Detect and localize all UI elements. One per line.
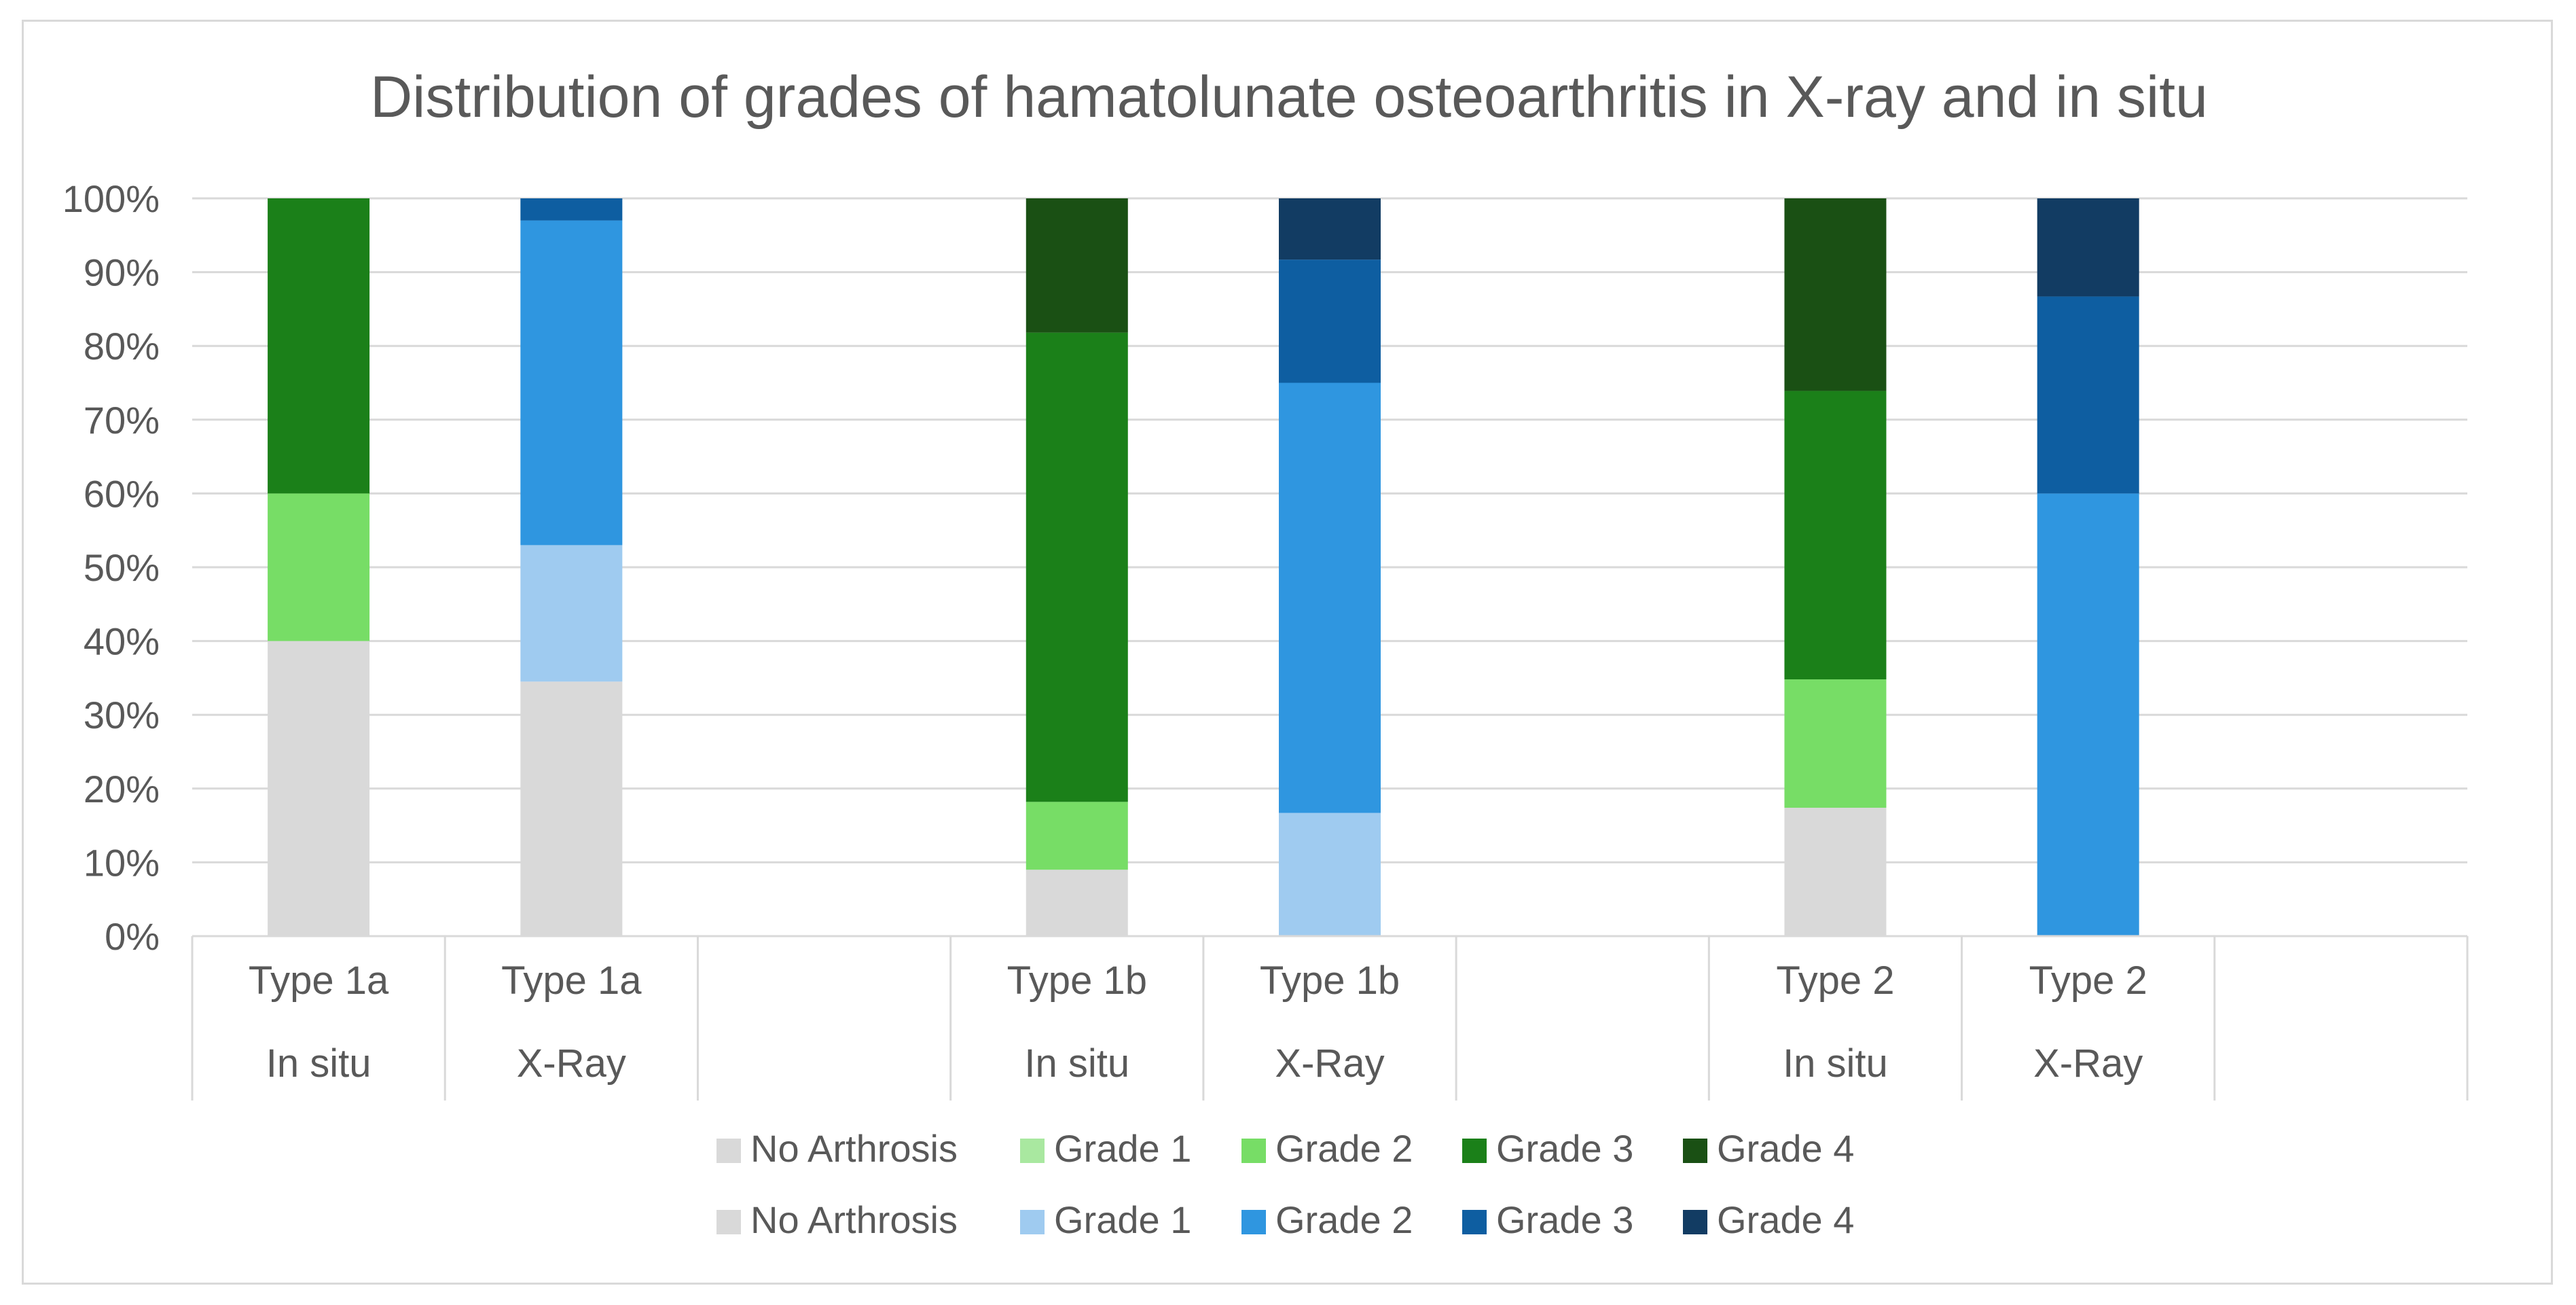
x-axis: Type 1a In situ Type 1a X-Ray Type 1b In situ… (191, 935, 2469, 1101)
legend-label: Grade 1 (1054, 1127, 1191, 1170)
bar-type-1a-in-situ (268, 198, 370, 936)
bar-segment-xray-grade-2 (2037, 493, 2139, 936)
y-tick-label: 90% (84, 251, 160, 294)
legend-swatch (1020, 1210, 1045, 1234)
bar-type-2-x-ray (2037, 198, 2139, 936)
category-sublabel: X-Ray (1275, 1041, 1384, 1086)
bar-segment-xray-grade-1 (1279, 812, 1381, 936)
legend: No Arthrosis Grade 1 Grade 2 Grade 3 Grade 4… (716, 1127, 1854, 1241)
bar-segment-xray-grade-2 (520, 220, 623, 546)
bar-type-2-in-situ (1784, 198, 1887, 936)
y-tick-label: 70% (84, 399, 160, 442)
bar-segment-in-situ-grade-3 (1026, 332, 1128, 802)
category-sublabel: In situ (1783, 1041, 1888, 1086)
bar-segment-in-situ-no-arthrosis (1784, 808, 1887, 936)
legend-entry-in-situ-grade-3: Grade 3 (1462, 1127, 1633, 1170)
y-tick-label: 100% (62, 177, 160, 220)
legend-entry-xray-grade-3: Grade 3 (1462, 1198, 1633, 1241)
y-tick-label: 80% (84, 325, 160, 368)
bar-type-1b-x-ray (1279, 198, 1381, 936)
legend-label: Grade 2 (1275, 1127, 1413, 1170)
legend-label: No Arthrosis (750, 1127, 958, 1170)
legend-swatch (1241, 1210, 1266, 1234)
chart-frame: Distribution of grades of hamatolunate o… (22, 20, 2553, 1285)
category-label: Type 1b (1260, 959, 1400, 1003)
legend-entry-xray-no-arthrosis: No Arthrosis (716, 1198, 958, 1241)
legend-label: Grade 4 (1717, 1127, 1854, 1170)
legend-entry-in-situ-grade-4: Grade 4 (1683, 1127, 1854, 1170)
y-tick-label: 50% (84, 546, 160, 589)
category-label: Type 1a (249, 959, 389, 1003)
y-tick-label: 10% (84, 841, 160, 884)
category-sublabel: In situ (1024, 1041, 1129, 1086)
legend-label: Grade 3 (1496, 1198, 1633, 1241)
legend-swatch (1683, 1210, 1707, 1234)
bar-segment-in-situ-grade-2 (268, 493, 370, 641)
category-label: Type 1b (1007, 959, 1147, 1003)
legend-swatch (1020, 1139, 1045, 1163)
legend-swatch (1683, 1139, 1707, 1163)
legend-label: Grade 3 (1496, 1127, 1633, 1170)
category-label: Type 2 (2029, 959, 2147, 1003)
legend-swatch (716, 1210, 741, 1234)
legend-label: No Arthrosis (750, 1198, 958, 1241)
bar-segment-in-situ-no-arthrosis (1026, 870, 1128, 936)
chart-title: Distribution of grades of hamatolunate o… (370, 65, 2208, 130)
bar-segment-xray-grade-2 (1279, 382, 1381, 813)
bar-segment-xray-grade-4 (1279, 198, 1381, 260)
legend-swatch (1462, 1210, 1487, 1234)
bar-segment-xray-no-arthrosis (520, 681, 623, 936)
category-label: Type 1a (501, 959, 642, 1003)
category-label: Type 2 (1776, 959, 1894, 1003)
bar-segment-in-situ-grade-2 (1026, 802, 1128, 870)
legend-label: Grade 4 (1717, 1198, 1854, 1241)
bar-segment-xray-grade-4 (2037, 198, 2139, 297)
legend-label: Grade 2 (1275, 1198, 1413, 1241)
y-tick-label: 30% (84, 694, 160, 736)
legend-entry-xray-grade-4: Grade 4 (1683, 1198, 1854, 1241)
legend-entry-in-situ-grade-1: Grade 1 (1020, 1127, 1191, 1170)
bar-segment-in-situ-grade-3 (1784, 391, 1887, 680)
bar-segment-in-situ-no-arthrosis (268, 641, 370, 936)
y-tick-label: 20% (84, 768, 160, 810)
legend-swatch (1462, 1139, 1487, 1163)
bar-segment-in-situ-grade-3 (268, 198, 370, 494)
legend-entry-xray-grade-1: Grade 1 (1020, 1198, 1191, 1241)
bar-segment-xray-grade-3 (520, 198, 623, 221)
bar-segment-xray-grade-3 (2037, 296, 2139, 494)
chart-svg: Distribution of grades of hamatolunate o… (62, 65, 2469, 1241)
y-tick-label: 40% (84, 620, 160, 663)
bar-segment-in-situ-grade-4 (1026, 198, 1128, 333)
category-sublabel: X-Ray (517, 1041, 626, 1086)
legend-swatch (716, 1139, 741, 1163)
legend-swatch (1241, 1139, 1266, 1163)
y-tick-label: 0% (105, 915, 160, 958)
bar-segment-in-situ-grade-4 (1784, 198, 1887, 391)
y-axis-tick-labels: 0% 10% 20% 30% 40% 50% 60% 70% 80% 90% 100% (62, 177, 160, 958)
bar-type-1b-in-situ (1026, 198, 1128, 936)
legend-entry-in-situ-no-arthrosis: No Arthrosis (716, 1127, 958, 1170)
category-sublabel: X-Ray (2033, 1041, 2143, 1086)
bar-segment-in-situ-grade-2 (1784, 679, 1887, 808)
legend-entry-in-situ-grade-2: Grade 2 (1241, 1127, 1413, 1170)
legend-entry-xray-grade-2: Grade 2 (1241, 1198, 1413, 1241)
bars (268, 198, 2139, 936)
category-sublabel: In situ (266, 1041, 371, 1086)
bar-type-1a-x-ray (520, 198, 623, 936)
bar-segment-xray-grade-3 (1279, 260, 1381, 383)
bar-segment-xray-grade-1 (520, 545, 623, 682)
legend-label: Grade 1 (1054, 1198, 1191, 1241)
y-tick-label: 60% (84, 472, 160, 515)
